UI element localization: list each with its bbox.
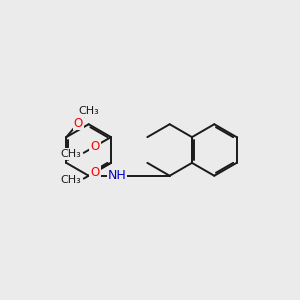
Text: CH₃: CH₃ (61, 149, 81, 159)
Text: O: O (90, 140, 100, 153)
Text: CH₃: CH₃ (78, 106, 99, 116)
Text: CH₃: CH₃ (61, 175, 81, 185)
Text: O: O (90, 166, 100, 178)
Text: O: O (74, 116, 83, 130)
Text: NH: NH (107, 169, 126, 182)
